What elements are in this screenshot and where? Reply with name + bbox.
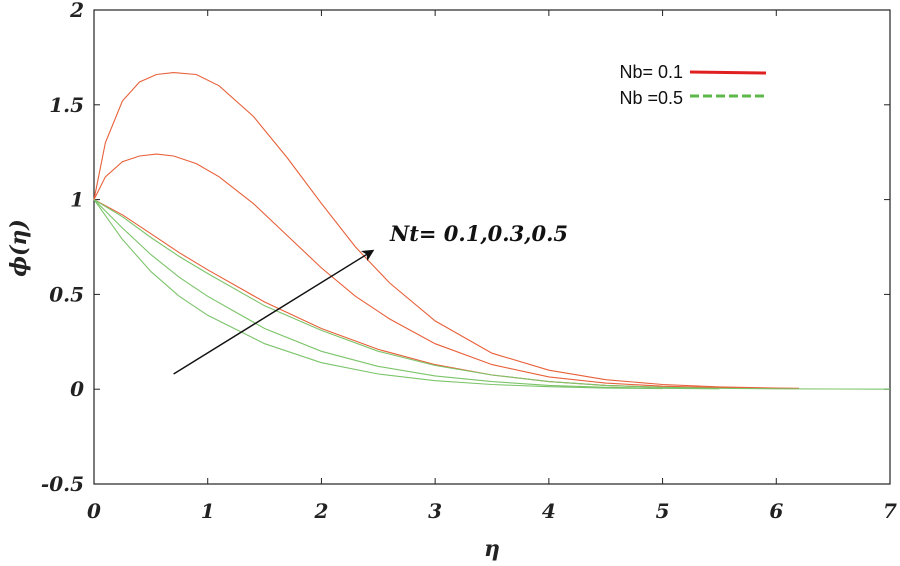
series-line-4 [93,199,891,390]
annotation-arrow [173,249,375,375]
legend-label: Nb =0.5 [619,88,683,108]
x-tick-label: 7 [883,499,897,523]
annotation-text: Nt= 0.1,0.3,0.5 [389,221,568,246]
x-tick-label: 2 [313,499,328,523]
y-tick-label: -0.5 [41,472,84,496]
x-axis-label: η [484,536,500,562]
ticks: 0 1 2 3 4 5 6 7-0.500.511.52 [41,0,897,523]
series-line-1 [93,72,800,389]
x-tick-label: 3 [428,499,442,523]
series-line-6 [93,199,663,390]
y-axis-label: ϕ(η) [6,219,32,277]
y-tick-label: 0.5 [49,282,84,306]
plot-frame [93,9,891,485]
y-tick-label: 2 [69,0,84,22]
y-tick-label: 1 [70,188,84,212]
legend: Nb= 0.1 Nb =0.5 [619,62,767,108]
x-tick-label: 6 [769,499,783,523]
y-tick-label: 1.5 [49,93,84,117]
x-tick-label: 4 [542,499,556,523]
x-tick-label: 0 [87,499,101,523]
series-layer [93,72,891,390]
legend-swatch [689,70,767,75]
series-line-5 [93,199,720,390]
legend-label: Nb= 0.1 [619,62,683,82]
x-tick-label: 1 [201,499,215,523]
y-tick-label: 0 [70,377,84,401]
annotation: Nt= 0.1,0.3,0.5 [173,221,568,375]
x-tick-label: 5 [656,499,670,523]
series-line-2 [93,153,777,389]
